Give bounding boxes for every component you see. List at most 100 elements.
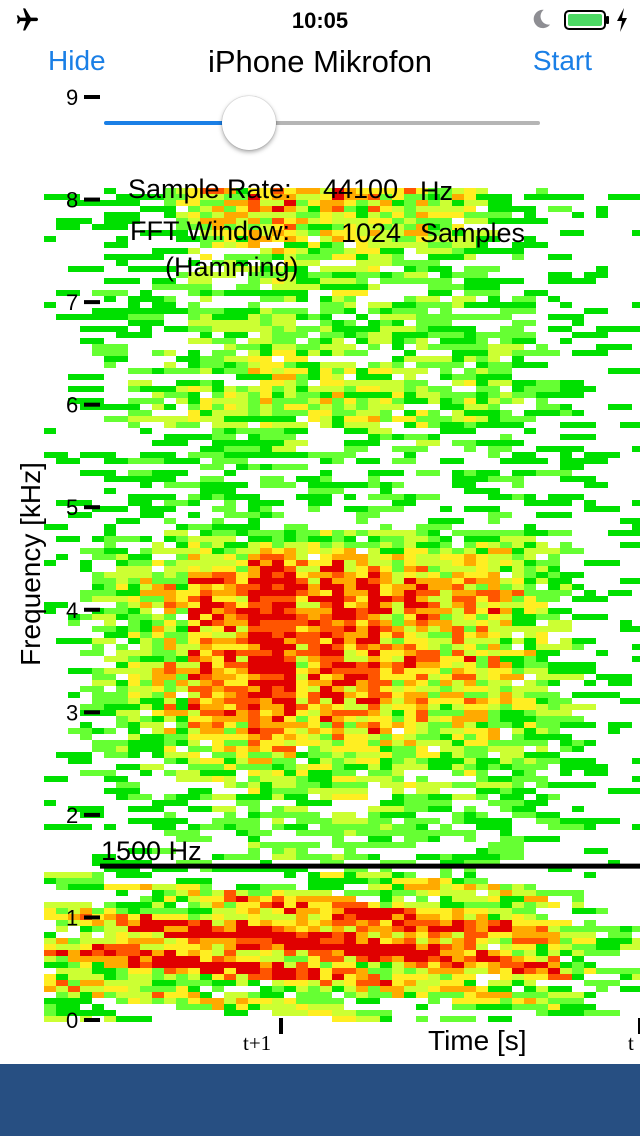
spectrogram-cell xyxy=(224,470,236,476)
spectrogram-cell xyxy=(140,326,152,332)
spectrogram-cell xyxy=(44,194,80,200)
spectrogram-cell xyxy=(464,812,476,818)
spectrogram-cell xyxy=(368,266,380,272)
spectrogram-cell xyxy=(536,560,560,566)
spectrogram-cell xyxy=(248,242,260,248)
spectrogram-cell xyxy=(80,404,116,410)
spectrogram-cell xyxy=(236,452,260,458)
spectrogram-cell xyxy=(440,254,464,260)
spectrogram-cell xyxy=(212,536,236,542)
spectrogram-cell xyxy=(212,524,248,530)
spectrogram-cell xyxy=(200,476,224,482)
spectrogram-cell xyxy=(260,398,272,404)
spectrogram-cell xyxy=(584,452,620,458)
spectrogram-cell xyxy=(392,674,404,680)
spectrogram-cell xyxy=(332,278,344,284)
spectrogram-cell xyxy=(440,308,452,314)
spectrogram-cell xyxy=(188,290,200,296)
spectrogram-cell xyxy=(308,362,320,368)
spectrogram-cell xyxy=(608,860,620,866)
spectrogram-cell xyxy=(356,212,368,218)
spectrogram-cell xyxy=(536,542,548,548)
start-button[interactable]: Start xyxy=(532,45,592,76)
spectrogram-cell xyxy=(92,314,116,320)
spectrogram-cell xyxy=(260,860,272,866)
spectrogram-cell xyxy=(572,422,584,428)
spectrogram-cell xyxy=(608,818,620,824)
spectrogram-cell xyxy=(500,326,524,332)
spectrogram-cell xyxy=(464,902,500,908)
spectrogram-cell xyxy=(128,320,164,326)
spectrogram-cell xyxy=(188,764,200,770)
spectrogram-cell xyxy=(512,656,524,662)
spectrogram-cell xyxy=(440,824,452,830)
spectrogram-cell xyxy=(320,728,332,734)
spectrogram-cell xyxy=(416,680,428,686)
spectrogram-cell xyxy=(92,962,104,968)
spectrogram-cell xyxy=(620,932,632,938)
spectrogram-cell xyxy=(368,926,380,932)
spectrogram-cell xyxy=(260,440,284,446)
spectrogram-cell xyxy=(392,788,404,794)
spectrogram-cell xyxy=(164,914,176,920)
spectrogram-cell xyxy=(500,542,512,548)
spectrogram-cell xyxy=(464,722,476,728)
spectrogram-cell xyxy=(104,488,116,494)
spectrogram-cell xyxy=(164,734,188,740)
spectrogram-cell xyxy=(164,362,176,368)
spectrogram-cell xyxy=(92,590,104,596)
gain-slider[interactable] xyxy=(104,96,540,152)
spectrogram-cell xyxy=(380,962,392,968)
spectrogram-cell xyxy=(536,596,548,602)
spectrogram-cell xyxy=(392,986,404,992)
spectrogram-cell xyxy=(596,650,608,656)
spectrogram-cell xyxy=(284,560,296,566)
spectrogram-cell xyxy=(104,524,116,530)
status-bar: 10:05 xyxy=(0,0,640,40)
spectrogram-cell xyxy=(488,554,512,560)
spectrogram-cell xyxy=(368,422,380,428)
spectrogram-cell xyxy=(320,854,332,860)
spectrogram-cell xyxy=(116,986,128,992)
spectrogram-cell xyxy=(464,920,476,926)
spectrogram-cell xyxy=(260,698,272,704)
spectrogram-cell xyxy=(128,1016,152,1022)
spectrogram-cell xyxy=(224,812,236,818)
spectrogram-cell xyxy=(584,680,596,686)
spectrogram-cell xyxy=(152,470,164,476)
spectrogram-cell xyxy=(632,644,640,650)
spectrogram-cell xyxy=(560,458,572,464)
spectrogram-cell xyxy=(620,518,640,524)
spectrogram-cell xyxy=(284,524,308,530)
spectrogram-cell xyxy=(260,218,272,224)
spectrogram-cell xyxy=(524,236,536,242)
spectrogram-cell xyxy=(260,842,284,848)
spectrogram-cell xyxy=(452,914,464,920)
hide-button[interactable]: Hide xyxy=(48,45,106,76)
spectrogram-cell xyxy=(44,932,56,938)
spectrogram-cell xyxy=(308,500,332,506)
spectrogram-cell xyxy=(536,998,548,1004)
spectrogram-cell xyxy=(224,944,236,950)
spectrogram-cell xyxy=(80,734,92,740)
spectrogram-cell xyxy=(488,926,500,932)
spectrogram-cell xyxy=(560,584,572,590)
spectrogram-cell xyxy=(284,536,296,542)
spectrogram-cell xyxy=(440,794,452,800)
spectrogram-cell xyxy=(428,266,440,272)
spectrogram-cell xyxy=(272,320,296,326)
spectrogram-cell xyxy=(164,560,176,566)
spectrogram-cell xyxy=(332,782,368,788)
spectrogram-cell xyxy=(632,938,640,944)
slider-thumb[interactable] xyxy=(222,96,277,150)
spectrogram-cell xyxy=(236,344,272,350)
spectrogram-cell xyxy=(212,920,224,926)
spectrogram-cell xyxy=(272,968,284,974)
spectrogram-cell xyxy=(344,980,356,986)
spectrogram-cell xyxy=(236,1004,248,1010)
spectrogram-cell xyxy=(140,584,152,590)
spectrogram-cell xyxy=(320,284,356,290)
spectrogram-cell xyxy=(560,764,596,770)
spectrogram-cell xyxy=(560,1004,596,1010)
spectrogram-cell xyxy=(392,572,404,578)
